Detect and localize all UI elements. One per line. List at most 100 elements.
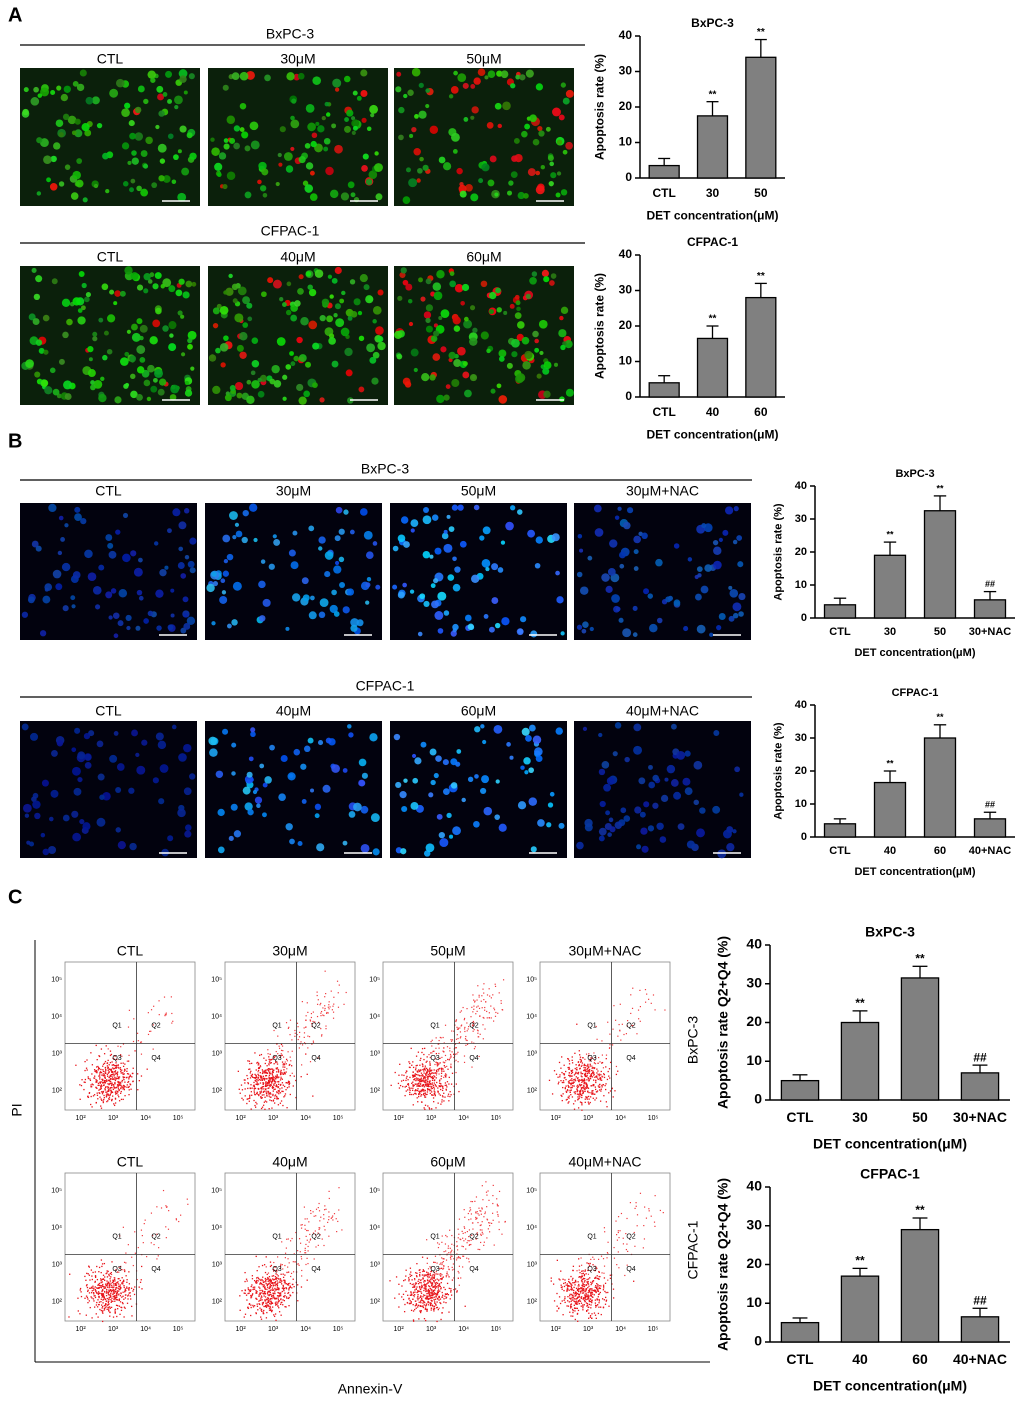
cell: [403, 778, 408, 783]
flow-dot: [292, 1261, 294, 1263]
cell: [454, 283, 464, 293]
flow-dot: [261, 1077, 263, 1079]
flow-dot: [275, 1273, 277, 1275]
flow-dot: [327, 1012, 329, 1014]
flow-dot: [463, 1017, 466, 1020]
cell: [191, 281, 197, 287]
cell: [633, 723, 642, 732]
cell: [478, 178, 484, 184]
cell: [146, 396, 152, 402]
flow-dot: [316, 994, 318, 997]
flow-dot: [121, 1079, 123, 1082]
cell: [233, 830, 242, 838]
flow-dot: [443, 1076, 445, 1079]
flow-dot: [427, 1073, 429, 1076]
cell: [350, 618, 359, 627]
flow-dot: [120, 1306, 122, 1308]
cell: [223, 138, 229, 143]
cell: [405, 283, 413, 291]
flow-dot: [453, 1056, 455, 1059]
flow-dot: [411, 1294, 413, 1296]
flow-dot: [402, 1298, 405, 1301]
cell: [716, 625, 722, 631]
flow-dot: [241, 1089, 244, 1091]
flow-dot: [584, 1073, 586, 1076]
flow-dot: [588, 1053, 590, 1055]
cell: [430, 583, 436, 589]
flow-dot: [95, 1066, 98, 1068]
cell: [325, 166, 334, 176]
flow-dot: [110, 1271, 112, 1274]
flow-dot: [165, 1206, 168, 1208]
flow-dot: [88, 1092, 91, 1094]
flow-dot: [258, 1063, 260, 1065]
flow-dot: [409, 1076, 411, 1079]
flow-dot: [482, 1024, 484, 1026]
flow-dot: [424, 1096, 426, 1098]
flow-dot: [258, 1067, 261, 1069]
flow-dot: [428, 1294, 431, 1296]
flow-dot: [289, 1093, 291, 1096]
flow-dot: [129, 1295, 131, 1297]
flow-dot: [570, 1075, 573, 1077]
flow-tick-label: 10⁴: [211, 1014, 222, 1021]
flow-dot: [433, 1088, 436, 1090]
flow-dot: [338, 984, 340, 986]
flow-dot: [277, 1282, 279, 1284]
flow-dot: [260, 1295, 263, 1297]
cell: [599, 800, 606, 808]
flow-dot: [285, 1287, 287, 1289]
flow-dot: [122, 1279, 125, 1281]
flow-dot: [583, 1083, 585, 1085]
flow-dot: [331, 1009, 333, 1011]
flow-dot: [450, 1056, 452, 1058]
flow-dot: [573, 1079, 575, 1081]
flow-dot: [97, 1303, 100, 1306]
flow-dot: [257, 1083, 259, 1086]
cell: [33, 293, 41, 301]
cell: [136, 765, 146, 775]
flow-dot: [410, 1047, 412, 1050]
flow-dot: [137, 1246, 139, 1249]
flow-dot: [81, 1079, 83, 1081]
flow-dot: [101, 1091, 104, 1093]
flow-dot: [118, 1298, 121, 1300]
flow-dot: [586, 1071, 588, 1073]
cell: [242, 322, 249, 328]
cell: [226, 115, 236, 125]
flow-dot: [118, 1081, 120, 1083]
cell: [534, 562, 541, 569]
cell: [107, 314, 116, 323]
flow-dot: [591, 1069, 593, 1072]
flow-tick-label: 10⁴: [211, 1225, 222, 1232]
flow-dot: [92, 1285, 94, 1287]
flow-tick-label: 10²: [236, 1115, 247, 1122]
flow-dot: [434, 1095, 436, 1097]
cell: [62, 331, 69, 339]
flow-dot: [267, 1092, 270, 1094]
flow-dot: [281, 1090, 283, 1092]
cell: [482, 526, 491, 535]
flow-dot: [300, 1224, 302, 1226]
cell: [409, 589, 415, 594]
flow-dot: [254, 1079, 256, 1082]
flow-dot: [313, 1215, 315, 1217]
flow-dot: [569, 1089, 571, 1092]
flow-dot: [278, 1045, 280, 1047]
cell: [303, 745, 311, 753]
flow-dot: [289, 1063, 291, 1066]
flow-dot: [256, 1305, 259, 1307]
flow-dot: [107, 1281, 110, 1283]
cell: [81, 122, 90, 132]
flow-tick-label: 10³: [108, 1115, 119, 1122]
flow-dot: [86, 1272, 88, 1275]
flow-dot: [601, 1040, 603, 1042]
flow-dot: [577, 1079, 579, 1081]
cell: [402, 279, 409, 286]
flow-dot: [444, 1295, 446, 1297]
flow-dot: [271, 1080, 273, 1083]
flow-dot: [101, 1263, 104, 1265]
cell: [105, 534, 113, 541]
flow-dot: [418, 1075, 421, 1077]
cell: [187, 330, 197, 340]
